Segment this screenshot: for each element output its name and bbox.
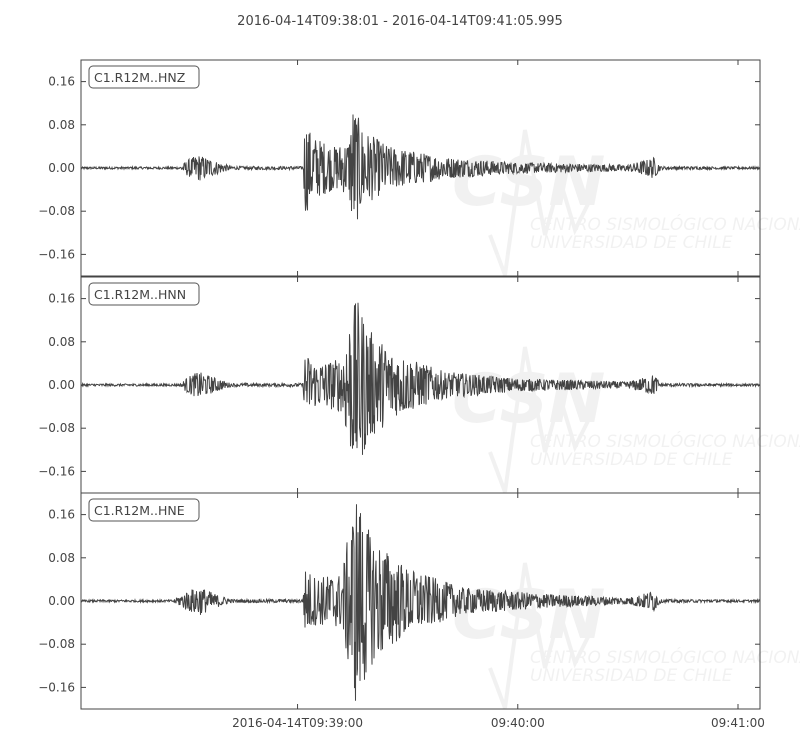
y-tick-label: 0.08 <box>48 335 75 349</box>
chart-title: 2016-04-14T09:38:01 - 2016-04-14T09:41:0… <box>237 14 563 29</box>
y-tick-label: −0.08 <box>38 204 75 218</box>
y-tick-label: 0.00 <box>48 594 75 608</box>
y-tick-label: −0.16 <box>38 464 75 478</box>
y-tick-label: 0.16 <box>48 508 75 522</box>
trace-label-box <box>88 498 200 522</box>
waveform-trace <box>80 302 761 455</box>
watermark-logo: CSN <box>452 143 605 222</box>
watermark-line1: CENTRO SISMOLÓGICO NACIONAL <box>530 213 800 235</box>
y-tick-label: 0.08 <box>48 551 75 565</box>
watermark-wave-icon <box>488 129 597 276</box>
trace-label: C1.R12M..HNZ <box>94 70 185 85</box>
y-tick-label: 0.00 <box>48 378 75 392</box>
watermark-line2: UNIVERSIDAD DE CHILE <box>530 233 733 253</box>
x-tick-label: 2016-04-14T09:39:00 <box>232 716 363 730</box>
watermark-logo: CSN <box>452 576 605 655</box>
trace-label: C1.R12M..HNN <box>94 287 186 302</box>
y-tick-label: −0.08 <box>38 637 75 651</box>
x-tick-label: 09:40:00 <box>491 716 545 730</box>
waveform-trace <box>80 114 761 220</box>
trace-label-box <box>88 65 200 89</box>
watermark-line2: UNIVERSIDAD DE CHILE <box>530 666 733 686</box>
y-tick-label: 0.00 <box>48 161 75 175</box>
watermark-line1: CENTRO SISMOLÓGICO NACIONAL <box>530 430 800 452</box>
y-tick-label: −0.08 <box>38 421 75 435</box>
x-tick-label: 09:41:00 <box>711 716 765 730</box>
y-tick-label: 0.16 <box>48 75 75 89</box>
watermark-logo: CSN <box>452 360 605 439</box>
y-tick-label: 0.16 <box>48 292 75 306</box>
watermark-wave-icon <box>488 346 597 493</box>
y-tick-label: 0.08 <box>48 118 75 132</box>
y-tick-label: −0.16 <box>38 680 75 694</box>
waveform-trace <box>80 504 761 701</box>
y-tick-label: −0.16 <box>38 247 75 261</box>
trace-label-box <box>88 282 200 306</box>
watermark-line2: UNIVERSIDAD DE CHILE <box>530 450 733 470</box>
trace-label: C1.R12M..HNE <box>94 503 185 518</box>
watermark-wave-icon <box>488 562 597 709</box>
watermark-line1: CENTRO SISMOLÓGICO NACIONAL <box>530 646 800 668</box>
